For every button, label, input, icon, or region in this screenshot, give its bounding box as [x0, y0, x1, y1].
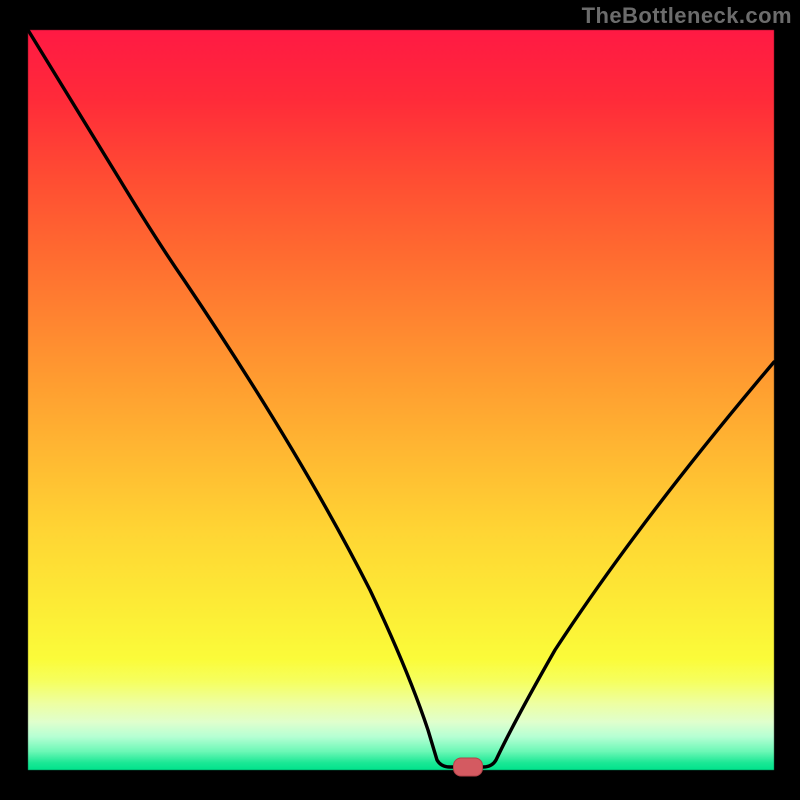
watermark-text: TheBottleneck.com [582, 3, 792, 29]
bottleneck-chart: TheBottleneck.com [0, 0, 800, 800]
minimum-marker [453, 758, 483, 777]
gradient-background [0, 0, 800, 800]
